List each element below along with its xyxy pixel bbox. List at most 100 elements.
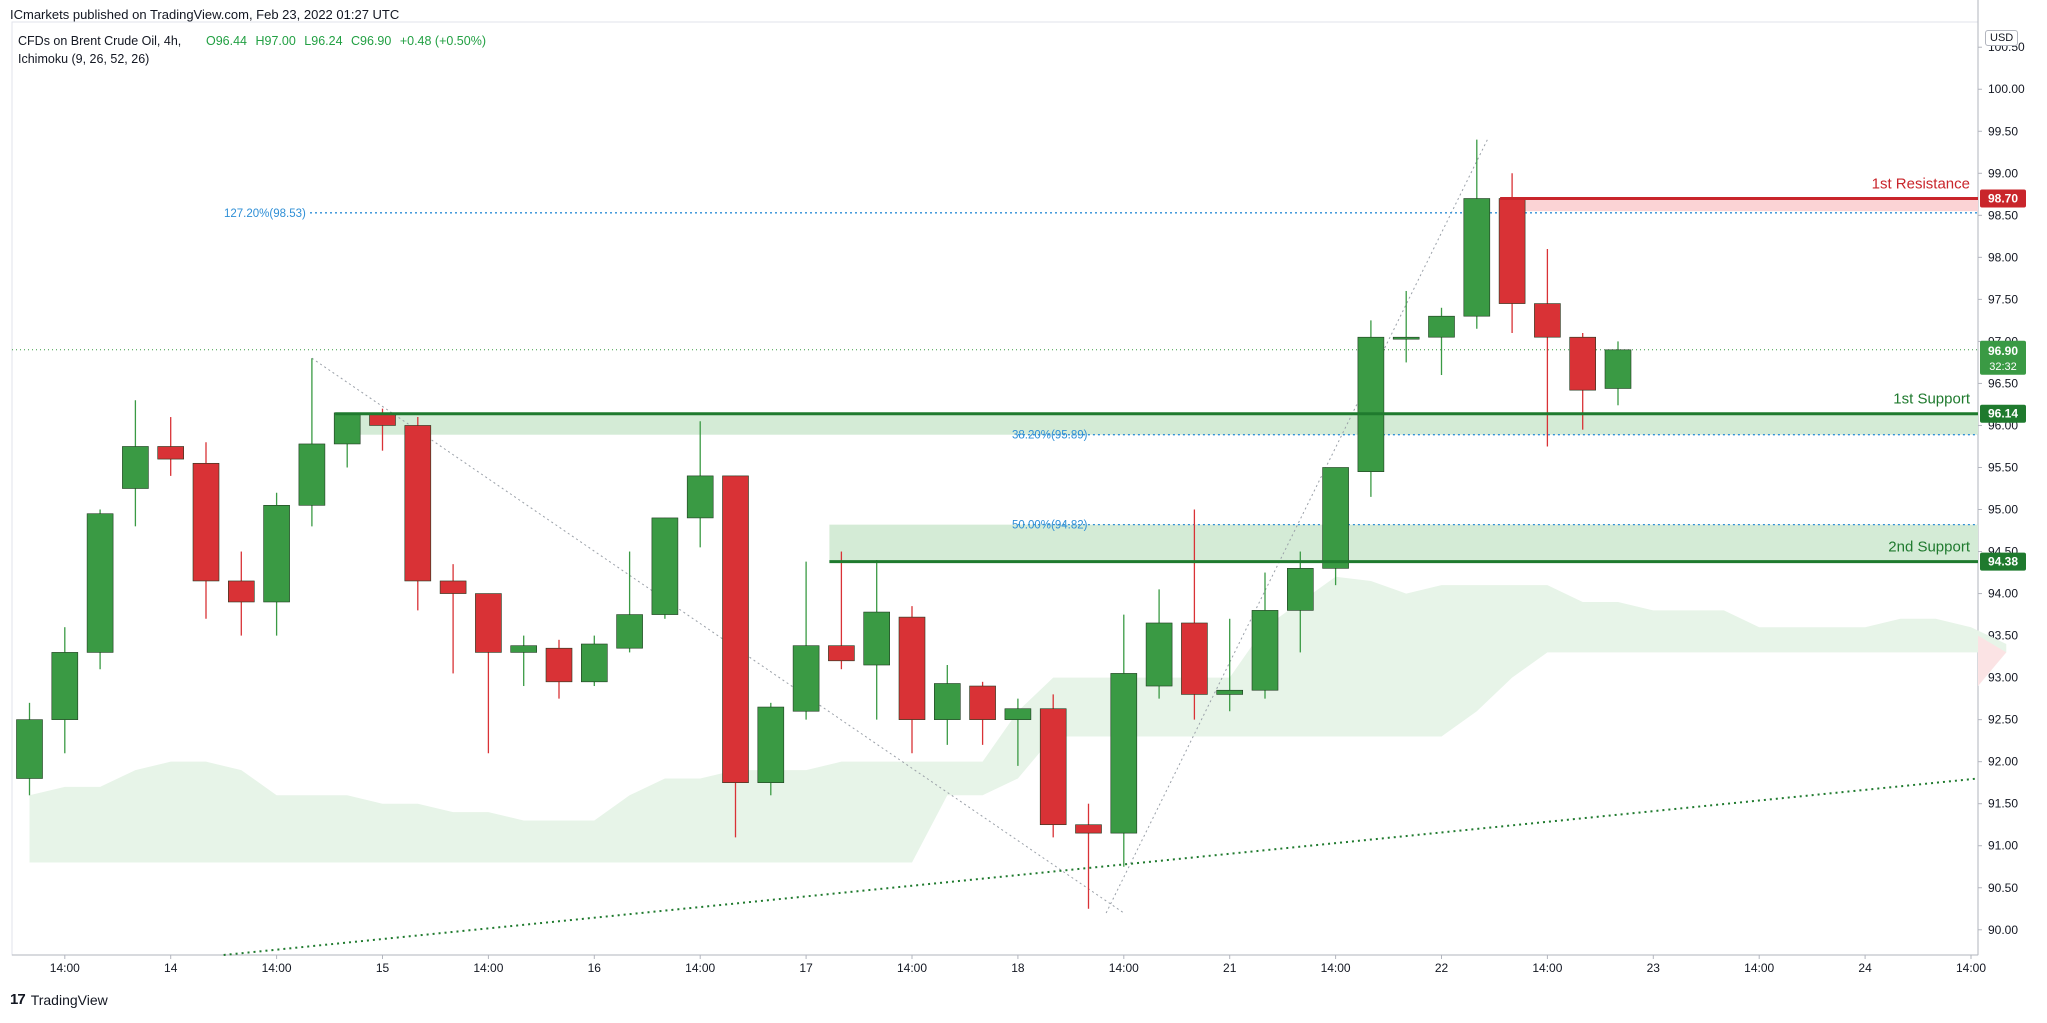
- candle-body: [157, 446, 184, 460]
- candle-body: [1181, 622, 1208, 695]
- y-tick-label: 91.50: [1988, 797, 2018, 811]
- candle-body: [580, 643, 608, 683]
- y-tick-label: 91.00: [1988, 839, 2018, 853]
- candle-body: [1357, 336, 1385, 472]
- candle-body: [1075, 824, 1102, 834]
- ohlc-change: +0.48 (+0.50%): [399, 34, 486, 48]
- x-tick-label: 14:00: [1956, 961, 1986, 975]
- candle-body: [1569, 336, 1596, 391]
- ohlc-open: O96.44: [206, 34, 248, 48]
- x-tick-label: 24: [1858, 961, 1872, 975]
- indicator-label[interactable]: Ichimoku (9, 26, 52, 26): [18, 52, 150, 66]
- y-tick-label: 90.00: [1988, 923, 2018, 937]
- candle-body: [475, 593, 502, 653]
- y-tick-label: 96.50: [1988, 376, 2018, 390]
- candle-body: [228, 580, 255, 603]
- price-tag-bg: [1980, 404, 2026, 423]
- last-price-tag-bg: [1980, 340, 2026, 375]
- candle-body: [863, 611, 891, 666]
- candle-body: [122, 446, 149, 489]
- ichimoku-cloud-bearish: [1978, 635, 2007, 687]
- price-tag-bg: [1980, 552, 2026, 571]
- candle-body: [1287, 568, 1314, 611]
- candle-body: [1498, 198, 1526, 304]
- y-tick-label: 98.50: [1988, 208, 2018, 222]
- y-tick-label: 90.50: [1988, 881, 2018, 895]
- level-zone: [1500, 198, 1978, 212]
- candle-body: [722, 475, 749, 783]
- tradingview-logo-icon: 17: [10, 991, 26, 1008]
- y-tick-label: 95.00: [1988, 503, 2018, 517]
- fib-level-label: 127.20%(98.53): [224, 208, 306, 220]
- y-tick-label: 99.50: [1988, 124, 2018, 138]
- candle-body: [898, 616, 926, 720]
- x-tick-label: 14:00: [262, 961, 292, 975]
- candle-body: [298, 443, 326, 506]
- trendline: [311, 357, 1125, 914]
- candle-body: [1251, 610, 1279, 691]
- x-tick-label: 23: [1647, 961, 1661, 975]
- candle-body: [1392, 336, 1420, 340]
- y-tick-label: 94.00: [1988, 587, 2018, 601]
- x-tick-label: 18: [1011, 961, 1025, 975]
- candle-body: [757, 706, 785, 783]
- price-tag: 98.70: [1988, 192, 2018, 206]
- tradingview-logo[interactable]: 17 TradingView: [10, 991, 108, 1008]
- candle-body: [439, 580, 467, 594]
- publisher-line: ICmarkets published on TradingView.com, …: [10, 7, 400, 22]
- level-label: 1st Support: [1893, 391, 1971, 408]
- tradingview-logo-text: TradingView: [30, 991, 108, 1008]
- candle-body: [1216, 689, 1243, 695]
- x-tick-label: 16: [588, 961, 602, 975]
- ohlc-readout: O96.44 H97.00 L96.24 C96.90 +0.48 (+0.50…: [206, 34, 491, 48]
- y-tick-label: 93.00: [1988, 671, 2018, 685]
- x-tick-label: 14:00: [897, 961, 927, 975]
- candle-body: [263, 505, 290, 603]
- x-tick-label: 14:00: [1321, 961, 1351, 975]
- price-tag: 94.38: [1988, 555, 2018, 569]
- candle-body: [969, 685, 996, 720]
- candle-body: [192, 462, 220, 582]
- price-tag: 96.14: [1988, 407, 2018, 421]
- y-tick-label: 100.00: [1988, 82, 2025, 96]
- y-tick-label: 95.50: [1988, 460, 2018, 474]
- candle-body: [1322, 467, 1349, 569]
- candle-body: [1004, 708, 1032, 720]
- last-price-tag: 96.90: [1988, 344, 2018, 358]
- candle-body: [545, 647, 573, 683]
- candle-body: [510, 645, 538, 653]
- level-zone: [829, 524, 1978, 562]
- ohlc-close: C96.90: [351, 34, 392, 48]
- fib-level-label: 38.20%(95.89): [1012, 430, 1088, 442]
- x-tick-label: 22: [1435, 961, 1449, 975]
- x-tick-label: 17: [799, 961, 813, 975]
- x-tick-label: 14:00: [1744, 961, 1774, 975]
- x-tick-label: 15: [376, 961, 390, 975]
- y-tick-label: 99.00: [1988, 166, 2018, 180]
- fib-level-label: 50.00%(94.82): [1012, 520, 1088, 532]
- candle-body: [86, 513, 114, 653]
- y-tick-label: 92.00: [1988, 755, 2018, 769]
- candle-body: [828, 645, 855, 662]
- x-tick-label: 14:00: [50, 961, 80, 975]
- ohlc-high: H97.00: [255, 34, 296, 48]
- candle-body: [933, 683, 961, 720]
- countdown-tag: 32:32: [1989, 361, 2017, 373]
- level-zone: [335, 413, 1979, 435]
- y-tick-label: 92.50: [1988, 713, 2018, 727]
- ohlc-low: L96.24: [304, 34, 343, 48]
- candle-body: [1110, 673, 1138, 834]
- candle-body: [686, 475, 714, 519]
- y-tick-label: 98.00: [1988, 250, 2018, 264]
- level-label: 2nd Support: [1888, 539, 1971, 556]
- currency-badge[interactable]: USD: [1985, 30, 2019, 46]
- candle-body: [1534, 303, 1561, 338]
- symbol-title[interactable]: CFDs on Brent Crude Oil, 4h,: [18, 34, 182, 48]
- candle-body: [651, 517, 679, 615]
- candle-body: [369, 413, 396, 426]
- candle-body: [792, 645, 820, 712]
- x-tick-label: 14:00: [1109, 961, 1139, 975]
- level-label: 1st Resistance: [1872, 176, 1970, 193]
